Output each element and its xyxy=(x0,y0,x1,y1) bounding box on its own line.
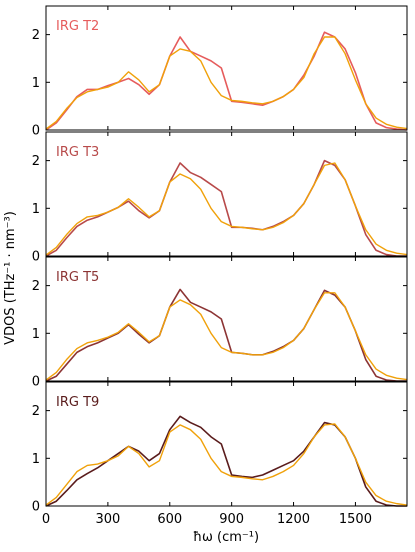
panel-1: 0 1 2 IRG T2 xyxy=(32,5,408,139)
panel-background xyxy=(46,132,407,256)
panel-frame xyxy=(45,5,408,131)
panel-2: 0 1 2 IRG T3 xyxy=(32,131,408,265)
panel-label: IRG T9 xyxy=(56,395,99,410)
x-tick-label: 300 xyxy=(95,512,120,527)
y-tick-label: 1 xyxy=(32,327,40,342)
panel-4: 0 1 2 IRG T9 xyxy=(32,381,408,515)
panel-label: IRG T3 xyxy=(56,145,99,160)
y-tick-label: 1 xyxy=(32,202,40,217)
y-tick-label: 2 xyxy=(32,28,40,43)
y-tick-label: 0 xyxy=(32,500,40,515)
panels-group: 0 1 2 IRG T2 0 1 2 IRG T3 0 1 2 IRG T5 0 1 2 IRG T9 xyxy=(32,5,408,515)
y-tick-label: 0 xyxy=(32,250,40,265)
y-tick-label: 1 xyxy=(32,452,40,467)
x-tick-label: 600 xyxy=(157,512,182,527)
panel-label: IRG T5 xyxy=(56,270,99,285)
panel-frame xyxy=(45,256,408,382)
panel-background xyxy=(46,257,407,381)
measured-series-line xyxy=(45,31,408,131)
panel-3: 0 1 2 IRG T5 xyxy=(32,256,408,390)
panel-label: IRG T2 xyxy=(56,19,99,34)
x-tick-label: 1500 xyxy=(339,512,372,527)
y-tick-label: 2 xyxy=(32,154,40,169)
model-series-line xyxy=(45,292,408,381)
y-tick-label: 2 xyxy=(32,279,40,294)
panel-background xyxy=(46,6,407,130)
y-axis-label: VDOS (THz⁻¹ · nm⁻³) xyxy=(3,211,18,345)
x-tick-label: 1200 xyxy=(277,512,310,527)
x-tick-label: 900 xyxy=(219,512,244,527)
x-tick-label: 0 xyxy=(42,512,50,527)
y-tick-label: 1 xyxy=(32,76,40,91)
panel-frame xyxy=(45,131,408,257)
y-tick-label: 0 xyxy=(32,375,40,390)
y-tick-label: 2 xyxy=(32,404,40,419)
model-series-line xyxy=(45,36,408,130)
model-series-line xyxy=(45,162,408,256)
panel-background xyxy=(46,382,407,506)
x-tick-labels: 0 300 600 900 1200 1500 xyxy=(42,512,372,527)
y-tick-label: 0 xyxy=(32,124,40,139)
x-axis-label: ħω (cm⁻¹) xyxy=(193,530,259,545)
panel-frame xyxy=(45,381,408,507)
model-series-line xyxy=(45,423,408,506)
